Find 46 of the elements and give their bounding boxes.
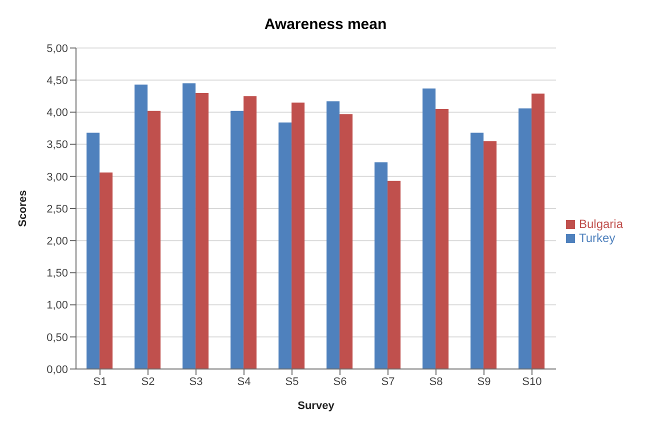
- bar: [134, 84, 148, 369]
- bar: [326, 101, 340, 369]
- y-tick-label: 3,50: [46, 139, 68, 152]
- legend-label: Bulgaria: [578, 216, 623, 230]
- y-tick-label: 3,00: [46, 171, 68, 184]
- bar: [292, 102, 305, 369]
- bar: [388, 180, 401, 369]
- bar: [182, 83, 196, 369]
- x-tick-label: S3: [189, 376, 203, 388]
- chart-title: Awareness mean: [263, 15, 388, 35]
- x-tick-label: S1: [93, 376, 107, 388]
- bar: [422, 88, 436, 369]
- y-tick-label: 0,00: [46, 364, 68, 376]
- bar: [278, 122, 292, 369]
- x-tick-label: S8: [429, 376, 443, 388]
- x-tick-label: S9: [477, 376, 491, 388]
- bar: [86, 132, 100, 369]
- bar: [484, 141, 497, 369]
- x-tick-label: S10: [522, 376, 542, 388]
- bar: [196, 92, 209, 369]
- bar: [470, 132, 484, 369]
- y-tick-label: 5,00: [46, 42, 68, 55]
- x-tick-label: S5: [285, 376, 299, 388]
- bar: [436, 108, 449, 369]
- bar: [100, 172, 113, 369]
- legend-label: Turkey: [578, 230, 616, 244]
- x-tick-label: S6: [333, 376, 347, 388]
- bar: [230, 110, 244, 369]
- y-tick-label: 2,50: [46, 203, 68, 216]
- x-tick-label: S4: [237, 376, 251, 388]
- bar: [518, 108, 532, 369]
- y-tick-label: 4,50: [46, 75, 68, 88]
- y-tick-label: 2,00: [46, 236, 68, 248]
- y-tick-label: 1,50: [46, 268, 68, 280]
- y-tick-label: 4,00: [46, 107, 68, 120]
- y-axis-title: Scores: [16, 190, 29, 227]
- x-axis-title: Survey: [298, 400, 336, 412]
- x-tick-label: S2: [141, 376, 155, 388]
- bar: [374, 162, 388, 369]
- bar: [532, 94, 545, 369]
- bar: [244, 96, 257, 369]
- bar: [340, 114, 353, 369]
- x-tick-label: S7: [381, 376, 395, 388]
- y-tick-label: 0,50: [46, 332, 68, 344]
- bar: [148, 110, 161, 369]
- y-tick-label: 1,00: [46, 300, 68, 312]
